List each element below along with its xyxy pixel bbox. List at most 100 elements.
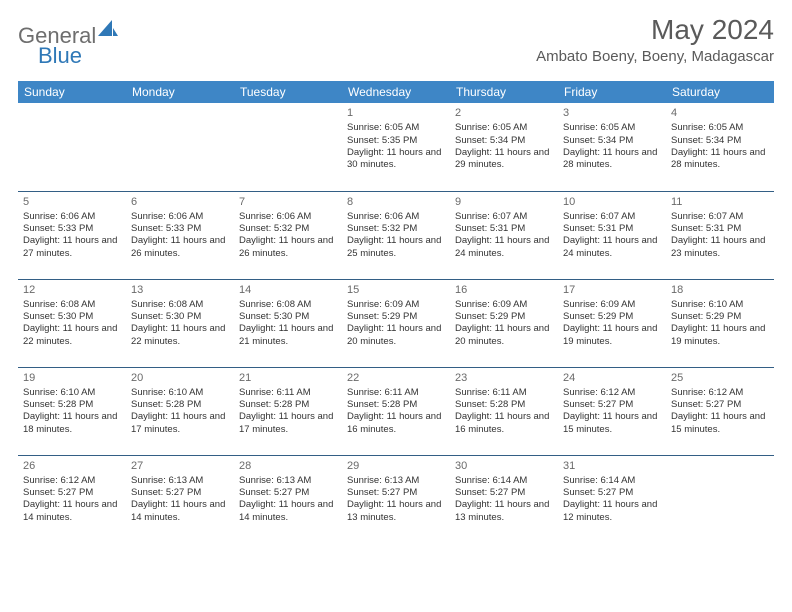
weekday-header-row: Sunday Monday Tuesday Wednesday Thursday…	[18, 81, 774, 103]
calendar-day-cell: 6Sunrise: 6:06 AMSunset: 5:33 PMDaylight…	[126, 191, 234, 279]
day-sunset: Sunset: 5:33 PM	[23, 223, 121, 235]
day-number: 14	[239, 283, 337, 297]
calendar-week-row: 19Sunrise: 6:10 AMSunset: 5:28 PMDayligh…	[18, 367, 774, 455]
day-daylight: Daylight: 11 hours and 19 minutes.	[671, 323, 769, 348]
day-number: 18	[671, 283, 769, 297]
day-daylight: Daylight: 11 hours and 28 minutes.	[671, 147, 769, 172]
day-number: 11	[671, 195, 769, 209]
day-sunrise: Sunrise: 6:07 AM	[563, 211, 661, 223]
day-sunset: Sunset: 5:27 PM	[563, 399, 661, 411]
day-sunset: Sunset: 5:30 PM	[131, 311, 229, 323]
calendar-day-cell: 30Sunrise: 6:14 AMSunset: 5:27 PMDayligh…	[450, 455, 558, 543]
day-sunrise: Sunrise: 6:12 AM	[23, 475, 121, 487]
day-daylight: Daylight: 11 hours and 24 minutes.	[455, 235, 553, 260]
calendar-day-cell: 22 Sunrise: 6:11 AMSunset: 5:28 PMDayligh…	[342, 367, 450, 455]
day-sunset: Sunset: 5:28 PM	[239, 399, 337, 411]
day-sunrise: Sunrise: 6:05 AM	[455, 122, 553, 134]
day-sunset: Sunset: 5:30 PM	[239, 311, 337, 323]
calendar-week-row: 5Sunrise: 6:06 AMSunset: 5:33 PMDaylight…	[18, 191, 774, 279]
day-sunset: Sunset: 5:34 PM	[563, 135, 661, 147]
day-daylight: Daylight: 11 hours and 18 minutes.	[23, 411, 121, 436]
day-sunrise: Sunrise: 6:11 AM	[239, 387, 337, 399]
calendar-day-cell: 1Sunrise: 6:05 AMSunset: 5:35 PMDaylight…	[342, 103, 450, 191]
day-sunrise: Sunrise: 6:07 AM	[455, 211, 553, 223]
calendar-day-cell: 26Sunrise: 6:12 AMSunset: 5:27 PMDayligh…	[18, 455, 126, 543]
day-daylight: Daylight: 11 hours and 14 minutes.	[23, 499, 121, 524]
day-number: 21	[239, 371, 337, 385]
day-sunrise: Sunrise: 6:05 AM	[671, 122, 769, 134]
day-sunrise: Sunrise: 6:11 AM	[455, 387, 553, 399]
day-daylight: Daylight: 11 hours and 16 minutes.	[347, 411, 445, 436]
day-number: 20	[131, 371, 229, 385]
day-number: 22	[347, 371, 445, 385]
day-sunset: Sunset: 5:28 PM	[347, 399, 445, 411]
day-daylight: Daylight: 11 hours and 23 minutes.	[671, 235, 769, 260]
day-sunrise: Sunrise: 6:07 AM	[671, 211, 769, 223]
day-daylight: Daylight: 11 hours and 22 minutes.	[131, 323, 229, 348]
weekday-header: Thursday	[450, 81, 558, 103]
day-sunrise: Sunrise: 6:08 AM	[131, 299, 229, 311]
calendar-day-cell: 9Sunrise: 6:07 AMSunset: 5:31 PMDaylight…	[450, 191, 558, 279]
day-number: 5	[23, 195, 121, 209]
calendar-day-cell: 31Sunrise: 6:14 AMSunset: 5:27 PMDayligh…	[558, 455, 666, 543]
calendar-day-cell: 15Sunrise: 6:09 AMSunset: 5:29 PMDayligh…	[342, 279, 450, 367]
calendar-day-cell: 28Sunrise: 6:13 AMSunset: 5:27 PMDayligh…	[234, 455, 342, 543]
day-sunset: Sunset: 5:31 PM	[671, 223, 769, 235]
day-sunrise: Sunrise: 6:13 AM	[131, 475, 229, 487]
day-daylight: Daylight: 11 hours and 13 minutes.	[455, 499, 553, 524]
day-number: 10	[563, 195, 661, 209]
calendar-day-cell: 8Sunrise: 6:06 AMSunset: 5:32 PMDaylight…	[342, 191, 450, 279]
day-sunrise: Sunrise: 6:14 AM	[563, 475, 661, 487]
day-sunset: Sunset: 5:29 PM	[671, 311, 769, 323]
day-number: 3	[563, 106, 661, 120]
day-sunset: Sunset: 5:27 PM	[131, 487, 229, 499]
calendar-day-cell: 24 Sunrise: 6:12 AMSunset: 5:27 PMDayligh…	[558, 367, 666, 455]
day-sunset: Sunset: 5:32 PM	[347, 223, 445, 235]
calendar-table: Sunday Monday Tuesday Wednesday Thursday…	[18, 81, 774, 543]
calendar-day-cell: 7Sunrise: 6:06 AMSunset: 5:32 PMDaylight…	[234, 191, 342, 279]
day-daylight: Daylight: 11 hours and 27 minutes.	[23, 235, 121, 260]
day-sunrise: Sunrise: 6:13 AM	[239, 475, 337, 487]
day-sunset: Sunset: 5:35 PM	[347, 135, 445, 147]
day-number: 13	[131, 283, 229, 297]
calendar-day-cell: 12Sunrise: 6:08 AMSunset: 5:30 PMDayligh…	[18, 279, 126, 367]
day-sunset: Sunset: 5:28 PM	[131, 399, 229, 411]
month-title: May 2024	[536, 14, 774, 46]
calendar-day-cell: 25Sunrise: 6:12 AMSunset: 5:27 PMDayligh…	[666, 367, 774, 455]
day-daylight: Daylight: 11 hours and 12 minutes.	[563, 499, 661, 524]
day-sunrise: Sunrise: 6:10 AM	[671, 299, 769, 311]
day-daylight: Daylight: 11 hours and 22 minutes.	[23, 323, 121, 348]
day-sunrise: Sunrise: 6:06 AM	[131, 211, 229, 223]
day-daylight: Daylight: 11 hours and 20 minutes.	[455, 323, 553, 348]
day-daylight: Daylight: 11 hours and 14 minutes.	[131, 499, 229, 524]
day-sunrise: Sunrise: 6:11 AM	[347, 387, 445, 399]
day-daylight: Daylight: 11 hours and 14 minutes.	[239, 499, 337, 524]
day-number: 24	[563, 371, 661, 385]
calendar-day-cell: 14Sunrise: 6:08 AMSunset: 5:30 PMDayligh…	[234, 279, 342, 367]
day-sunrise: Sunrise: 6:09 AM	[347, 299, 445, 311]
day-number: 4	[671, 106, 769, 120]
weekday-header: Wednesday	[342, 81, 450, 103]
day-sunset: Sunset: 5:28 PM	[455, 399, 553, 411]
day-daylight: Daylight: 11 hours and 16 minutes.	[455, 411, 553, 436]
day-daylight: Daylight: 11 hours and 15 minutes.	[563, 411, 661, 436]
calendar-page: General May 2024 Ambato Boeny, Boeny, Ma…	[0, 0, 792, 557]
day-sunrise: Sunrise: 6:10 AM	[23, 387, 121, 399]
calendar-day-cell	[18, 103, 126, 191]
calendar-day-cell: 29Sunrise: 6:13 AMSunset: 5:27 PMDayligh…	[342, 455, 450, 543]
day-number: 7	[239, 195, 337, 209]
day-sunrise: Sunrise: 6:08 AM	[23, 299, 121, 311]
day-daylight: Daylight: 11 hours and 26 minutes.	[239, 235, 337, 260]
calendar-day-cell: 19Sunrise: 6:10 AMSunset: 5:28 PMDayligh…	[18, 367, 126, 455]
day-number: 8	[347, 195, 445, 209]
calendar-day-cell: 20Sunrise: 6:10 AMSunset: 5:28 PMDayligh…	[126, 367, 234, 455]
calendar-day-cell: 21Sunrise: 6:11 AMSunset: 5:28 PMDayligh…	[234, 367, 342, 455]
day-sunrise: Sunrise: 6:12 AM	[563, 387, 661, 399]
day-sunset: Sunset: 5:27 PM	[239, 487, 337, 499]
day-sunset: Sunset: 5:30 PM	[23, 311, 121, 323]
calendar-day-cell	[666, 455, 774, 543]
calendar-week-row: 12Sunrise: 6:08 AMSunset: 5:30 PMDayligh…	[18, 279, 774, 367]
day-number: 26	[23, 459, 121, 473]
day-number: 31	[563, 459, 661, 473]
day-number: 1	[347, 106, 445, 120]
